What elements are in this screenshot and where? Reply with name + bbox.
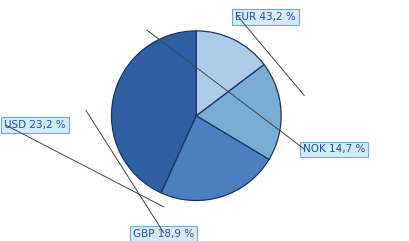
Text: USD 23,2 %: USD 23,2 % [4, 120, 66, 130]
Text: GBP 18,9 %: GBP 18,9 % [133, 229, 194, 239]
Wedge shape [112, 31, 196, 193]
Text: EUR 43,2 %: EUR 43,2 % [235, 12, 296, 22]
Wedge shape [196, 31, 264, 116]
Text: NOK 14,7 %: NOK 14,7 % [303, 144, 365, 154]
Wedge shape [196, 65, 281, 159]
Wedge shape [161, 116, 269, 201]
